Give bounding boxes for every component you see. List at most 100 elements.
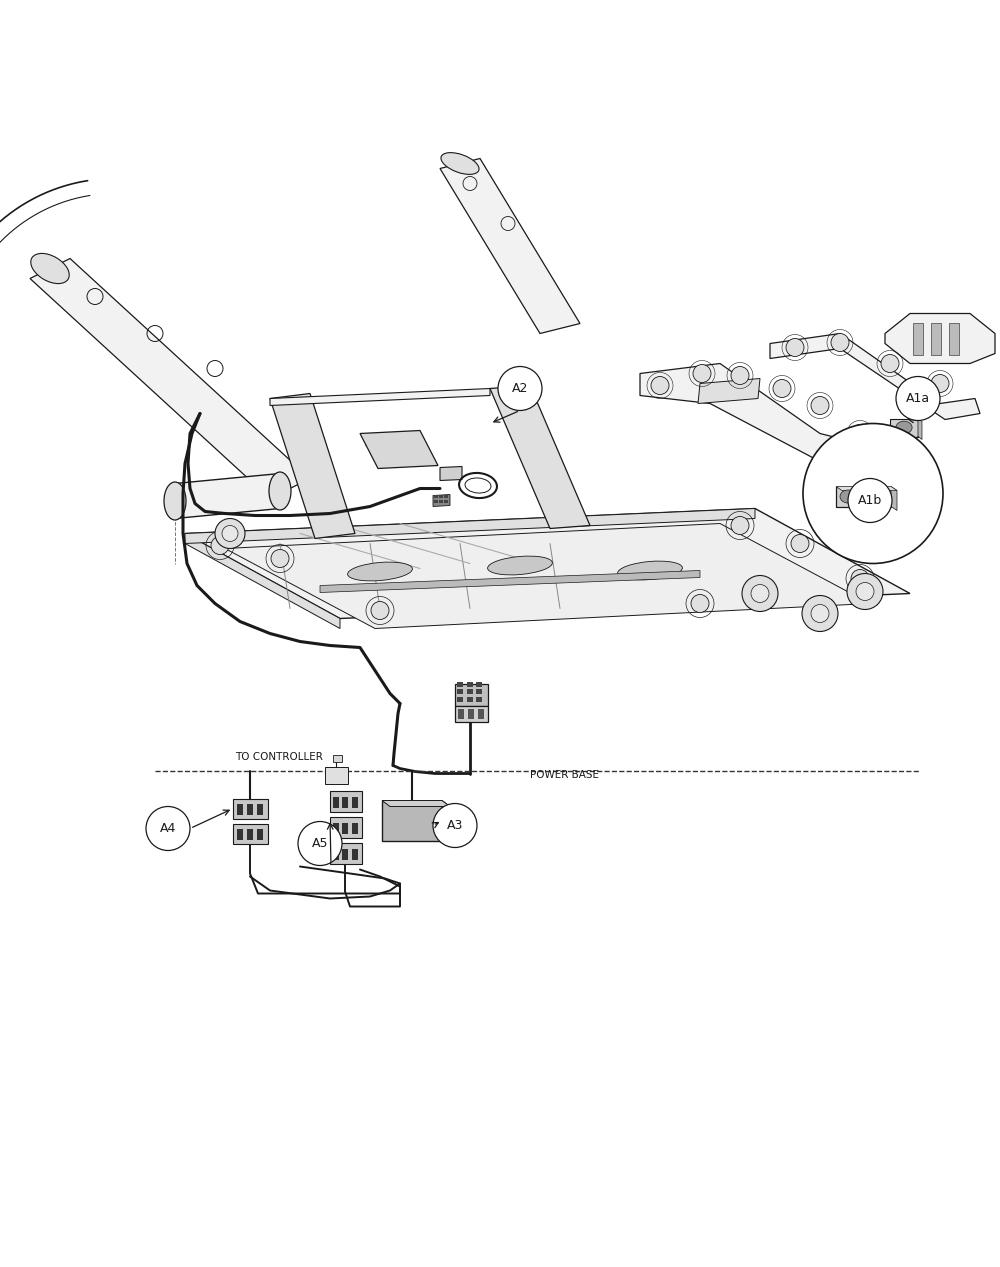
Circle shape bbox=[498, 366, 542, 411]
Polygon shape bbox=[185, 508, 910, 618]
Polygon shape bbox=[476, 697, 482, 702]
Polygon shape bbox=[333, 797, 339, 807]
Polygon shape bbox=[225, 523, 870, 628]
Polygon shape bbox=[467, 697, 473, 702]
Polygon shape bbox=[382, 801, 450, 807]
Polygon shape bbox=[360, 431, 438, 469]
Polygon shape bbox=[457, 697, 463, 702]
Text: TO CONTROLLER: TO CONTROLLER bbox=[235, 751, 323, 761]
Ellipse shape bbox=[858, 490, 874, 503]
Polygon shape bbox=[257, 829, 263, 840]
Polygon shape bbox=[440, 158, 580, 333]
Circle shape bbox=[884, 451, 902, 470]
Polygon shape bbox=[457, 682, 463, 687]
Polygon shape bbox=[185, 508, 755, 544]
Polygon shape bbox=[352, 822, 358, 834]
Polygon shape bbox=[247, 803, 253, 815]
Polygon shape bbox=[770, 333, 980, 419]
Polygon shape bbox=[698, 379, 760, 403]
Circle shape bbox=[851, 569, 869, 588]
Polygon shape bbox=[330, 791, 362, 811]
Circle shape bbox=[215, 518, 245, 549]
Ellipse shape bbox=[896, 421, 912, 433]
Polygon shape bbox=[270, 394, 355, 538]
Polygon shape bbox=[467, 682, 473, 687]
Circle shape bbox=[786, 338, 804, 356]
Circle shape bbox=[731, 366, 749, 384]
Polygon shape bbox=[382, 801, 442, 840]
Polygon shape bbox=[175, 474, 280, 518]
Polygon shape bbox=[434, 499, 438, 503]
Text: A1b: A1b bbox=[858, 494, 882, 507]
Polygon shape bbox=[476, 688, 482, 693]
Text: A1a: A1a bbox=[906, 392, 930, 405]
Polygon shape bbox=[434, 494, 438, 498]
Polygon shape bbox=[836, 487, 891, 507]
Polygon shape bbox=[342, 849, 348, 859]
Polygon shape bbox=[333, 755, 342, 761]
Ellipse shape bbox=[31, 253, 69, 284]
Polygon shape bbox=[333, 822, 339, 834]
Polygon shape bbox=[237, 803, 243, 815]
Polygon shape bbox=[890, 418, 918, 437]
Polygon shape bbox=[476, 682, 482, 687]
Text: A2: A2 bbox=[512, 381, 528, 395]
Circle shape bbox=[731, 517, 749, 535]
Text: POWER BASE: POWER BASE bbox=[530, 769, 599, 779]
Circle shape bbox=[651, 376, 669, 394]
Polygon shape bbox=[237, 829, 243, 840]
Polygon shape bbox=[342, 797, 348, 807]
Polygon shape bbox=[270, 389, 490, 405]
Polygon shape bbox=[640, 364, 905, 475]
Polygon shape bbox=[352, 849, 358, 859]
Circle shape bbox=[271, 550, 289, 568]
Circle shape bbox=[803, 423, 943, 564]
Polygon shape bbox=[444, 494, 448, 498]
Polygon shape bbox=[333, 849, 339, 859]
Circle shape bbox=[856, 583, 874, 601]
Circle shape bbox=[811, 397, 829, 414]
Polygon shape bbox=[836, 487, 897, 490]
Ellipse shape bbox=[348, 563, 412, 580]
Polygon shape bbox=[891, 487, 897, 511]
Polygon shape bbox=[433, 494, 450, 507]
Circle shape bbox=[896, 376, 940, 421]
Ellipse shape bbox=[164, 481, 186, 519]
Polygon shape bbox=[885, 313, 995, 364]
Circle shape bbox=[691, 594, 709, 612]
Circle shape bbox=[298, 821, 342, 865]
Polygon shape bbox=[257, 803, 263, 815]
Circle shape bbox=[751, 584, 769, 603]
Circle shape bbox=[222, 526, 238, 541]
Polygon shape bbox=[490, 385, 590, 528]
Circle shape bbox=[931, 375, 949, 393]
Polygon shape bbox=[913, 323, 923, 355]
Polygon shape bbox=[455, 683, 488, 706]
Circle shape bbox=[881, 355, 899, 372]
Polygon shape bbox=[330, 816, 362, 837]
Ellipse shape bbox=[488, 556, 552, 575]
Polygon shape bbox=[185, 533, 340, 628]
Circle shape bbox=[371, 602, 389, 620]
Polygon shape bbox=[444, 499, 448, 503]
Ellipse shape bbox=[618, 561, 682, 580]
Polygon shape bbox=[931, 323, 941, 355]
Circle shape bbox=[847, 574, 883, 609]
Polygon shape bbox=[325, 767, 348, 783]
Polygon shape bbox=[467, 688, 473, 693]
Polygon shape bbox=[233, 798, 268, 818]
Polygon shape bbox=[455, 706, 488, 721]
Ellipse shape bbox=[840, 490, 856, 503]
Circle shape bbox=[433, 803, 477, 848]
Polygon shape bbox=[478, 708, 484, 718]
Ellipse shape bbox=[269, 473, 291, 511]
Polygon shape bbox=[247, 829, 253, 840]
Text: A5: A5 bbox=[312, 837, 328, 850]
Circle shape bbox=[848, 479, 892, 522]
Polygon shape bbox=[439, 494, 443, 498]
Polygon shape bbox=[458, 708, 464, 718]
Polygon shape bbox=[468, 708, 474, 718]
Polygon shape bbox=[442, 801, 450, 846]
Circle shape bbox=[851, 424, 869, 442]
Polygon shape bbox=[949, 323, 959, 355]
